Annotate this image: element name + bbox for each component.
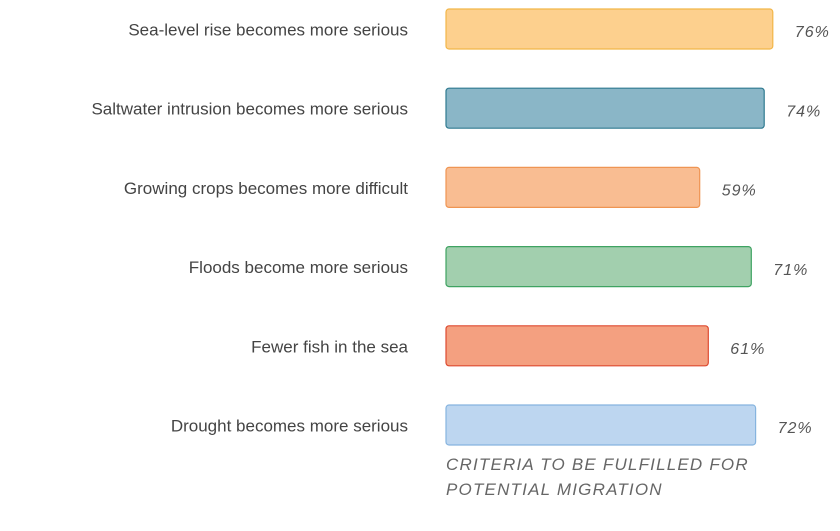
bar — [445, 325, 709, 367]
category-label: Floods become more serious — [189, 258, 408, 277]
bar — [445, 166, 701, 208]
value-label: 72% — [778, 420, 813, 437]
category-label: Sea-level rise becomes more serious — [128, 20, 408, 39]
value-label: 71% — [773, 262, 808, 279]
value-label: 59% — [722, 183, 757, 200]
category-label: Fewer fish in the sea — [251, 337, 408, 356]
bar — [445, 246, 752, 288]
category-label: Saltwater intrusion becomes more serious — [91, 100, 408, 119]
category-label: Drought becomes more serious — [171, 416, 408, 435]
category-label: Growing crops becomes more difficult — [124, 179, 408, 198]
criteria-label: CRITERIA TO BE FULFILLED FOR POTENTIAL M… — [446, 455, 749, 499]
bar — [445, 404, 757, 446]
value-label: 61% — [730, 341, 765, 358]
value-label: 74% — [786, 103, 821, 120]
bar — [445, 8, 774, 50]
bar — [445, 87, 765, 129]
value-label: 76% — [795, 24, 830, 41]
